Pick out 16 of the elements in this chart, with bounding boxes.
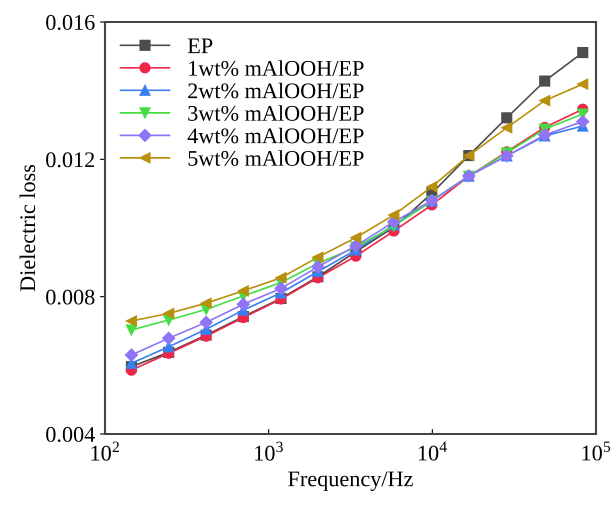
legend-label: 2wt% mAlOOH/EP [188, 82, 364, 98]
y-tick-label: 0.012 [46, 152, 94, 168]
x-axis-title: Frequency/Hz [288, 472, 413, 491]
legend-label: EP [188, 38, 212, 54]
y-tick-label: 0.004 [46, 426, 95, 442]
x-tick-label: 10$^{4}$ [418, 442, 447, 461]
y-tick-label: 0.008 [46, 290, 94, 305]
legend-label: 5wt% mAlOOH/EP [188, 150, 364, 166]
y-axis-title: Dielectric loss [20, 164, 36, 292]
x-tick-label: 10$^{5}$ [582, 442, 610, 461]
x-tick-label: 10$^{3}$ [255, 442, 283, 461]
x-tick-label: 10$^{2}$ [92, 442, 119, 461]
y-tick-label: 0.016 [46, 14, 95, 30]
legend-label: 1wt% mAlOOH/EP [189, 60, 364, 76]
legend-label: 3wt% mAlOOH/EP [188, 105, 364, 121]
legend-label: 4wt% mAlOOH/EP [188, 128, 364, 144]
